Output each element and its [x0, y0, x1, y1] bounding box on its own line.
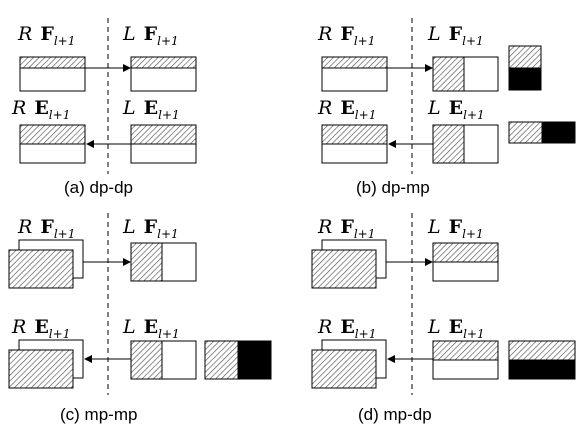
svg-text:REl+1: R El+1 [317, 316, 376, 341]
svg-text:RFl+1: R Fl+1 [317, 216, 375, 241]
label-r-f-d: R Fl+1 [317, 216, 375, 241]
label-r-e-b: R El+1 [317, 97, 376, 122]
label-r-e-c: R El+1 [11, 316, 70, 341]
label-l-e-c: L El+1 [122, 316, 180, 341]
label-l-e-a: L El+1 [122, 97, 180, 122]
label-l-f-b: L Fl+1 [427, 23, 484, 48]
label-l-e-d: L El+1 [427, 316, 485, 341]
svg-text:REl+1: R El+1 [317, 97, 376, 122]
block-r-e-c [8, 349, 74, 389]
panel-b: R Fl+1 L Fl+1 R El+1 L El+1 (b) dp-mp [317, 18, 576, 197]
svg-text:LEl+1: L El+1 [427, 97, 485, 122]
svg-text:LEl+1: L El+1 [122, 316, 180, 341]
label-r-f-b: R Fl+1 [317, 23, 375, 48]
svg-text:REl+1: R El+1 [11, 97, 70, 122]
block-r-f-c [8, 249, 74, 289]
label-r-f-c: R Fl+1 [17, 216, 75, 241]
label-l-f-c: L Fl+1 [122, 216, 179, 241]
svg-text:RFl+1: R Fl+1 [17, 216, 75, 241]
svg-text:RFl+1: R Fl+1 [317, 23, 375, 48]
svg-text:LFl+1: L Fl+1 [122, 23, 179, 48]
svg-text:LEl+1: L El+1 [427, 316, 485, 341]
label-r-e-d: R El+1 [317, 316, 376, 341]
panel-c: R Fl+1 L Fl+1 R El+1 L El+1 (c) mp-mp [8, 213, 272, 424]
block-r-f-d [311, 249, 377, 289]
label-r-f-a: R Fl+1 [17, 23, 75, 48]
panel-a: R Fl+1 L Fl+1 R El+1 L El+1 (a) dp-dp [11, 18, 197, 197]
label-l-f-d: L Fl+1 [427, 216, 484, 241]
svg-text:LEl+1: L El+1 [122, 97, 180, 122]
caption-d: (d) mp-dp [358, 405, 432, 424]
svg-text:LFl+1: L Fl+1 [122, 216, 179, 241]
svg-text:REl+1: R El+1 [11, 316, 70, 341]
block-r-e-d [311, 349, 377, 389]
caption-b: (b) dp-mp [356, 178, 430, 197]
caption-c: (c) mp-mp [60, 405, 137, 424]
label-l-e-b: L El+1 [427, 97, 485, 122]
label-l-f-a: L Fl+1 [122, 23, 179, 48]
label-r-e-a: R El+1 [11, 97, 70, 122]
panel-d: R Fl+1 L Fl+1 R El+1 L El+1 (d) mp-dp [311, 213, 576, 424]
caption-a: (a) dp-dp [64, 178, 133, 197]
svg-text:RFl+1: R Fl+1 [17, 23, 75, 48]
svg-text:LFl+1: L Fl+1 [427, 23, 484, 48]
svg-text:LFl+1: L Fl+1 [427, 216, 484, 241]
